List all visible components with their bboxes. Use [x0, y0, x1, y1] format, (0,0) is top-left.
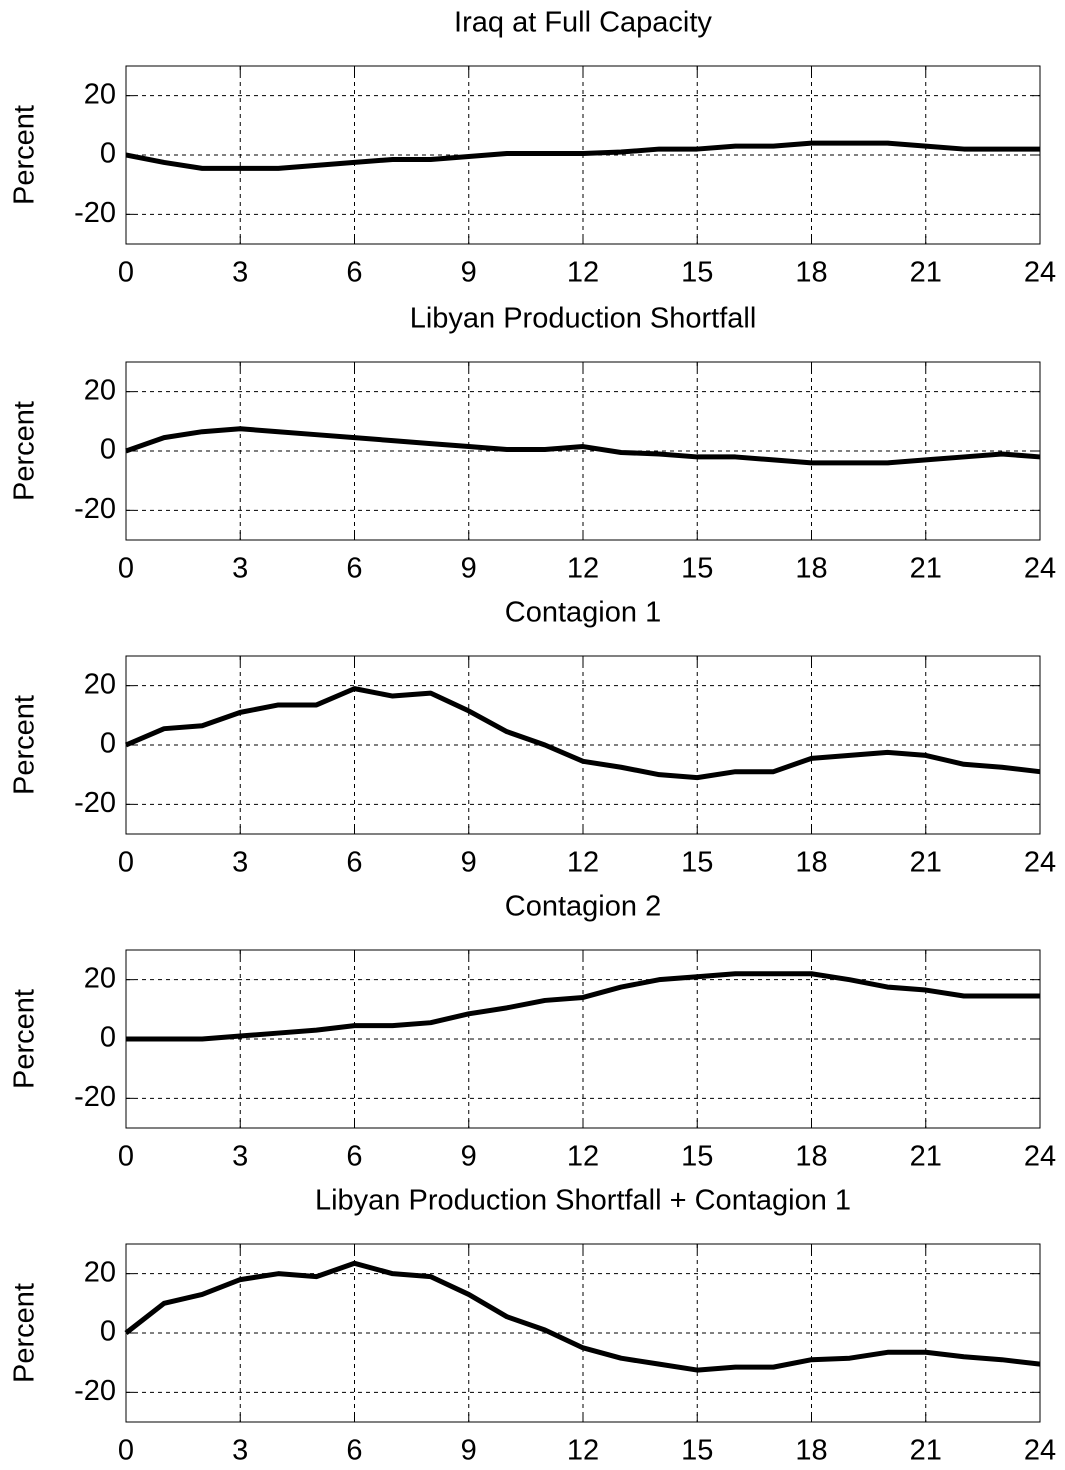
x-tick-label: 12: [567, 1435, 599, 1467]
x-tick-label: 6: [346, 1141, 362, 1173]
x-tick-label: 9: [461, 553, 477, 585]
x-tick-label: 15: [681, 1141, 713, 1173]
x-tick-label: 18: [795, 553, 827, 585]
x-tick-label: 3: [232, 847, 248, 879]
x-tick-label: 9: [461, 847, 477, 879]
x-tick-label: 6: [346, 1435, 362, 1467]
chart-title: Iraq at Full Capacity: [454, 7, 712, 39]
x-tick-label: 24: [1024, 257, 1056, 289]
y-axis-label: Percent: [9, 105, 41, 205]
x-tick-label: 12: [567, 257, 599, 289]
y-tick-label: -20: [74, 1081, 116, 1113]
x-tick-label: 21: [910, 1141, 942, 1173]
x-tick-label: 0: [118, 847, 134, 879]
x-tick-label: 12: [567, 553, 599, 585]
y-tick-label: -20: [74, 1375, 116, 1407]
x-tick-label: 9: [461, 1141, 477, 1173]
y-axis-label: Percent: [9, 989, 41, 1089]
data-line: [125, 686, 1041, 781]
x-tick-label: 12: [567, 1141, 599, 1173]
y-tick-label: -20: [74, 197, 116, 229]
x-tick-label: 24: [1024, 1435, 1056, 1467]
y-tick-label: 20: [84, 668, 116, 700]
y-tick-label: 20: [84, 374, 116, 406]
x-tick-label: 24: [1024, 847, 1056, 879]
x-tick-label: 3: [232, 1435, 248, 1467]
x-tick-label: 21: [910, 553, 942, 585]
chart-title: Libyan Production Shortfall + Contagion …: [315, 1185, 851, 1217]
x-tick-label: 18: [795, 1141, 827, 1173]
x-tick-label: 0: [118, 257, 134, 289]
x-tick-label: 0: [118, 1141, 134, 1173]
y-tick-label: 0: [100, 728, 116, 760]
x-tick-label: 21: [910, 847, 942, 879]
x-tick-label: 18: [795, 847, 827, 879]
x-tick-label: 15: [681, 847, 713, 879]
x-tick-label: 18: [795, 1435, 827, 1467]
x-tick-label: 15: [681, 257, 713, 289]
x-tick-label: 3: [232, 1141, 248, 1173]
y-tick-label: 0: [100, 138, 116, 170]
x-tick-label: 6: [346, 847, 362, 879]
x-tick-label: 9: [461, 257, 477, 289]
x-tick-label: 24: [1024, 1141, 1056, 1173]
x-tick-label: 3: [232, 257, 248, 289]
y-tick-label: -20: [74, 493, 116, 525]
y-tick-label: 20: [84, 962, 116, 994]
y-tick-label: -20: [74, 787, 116, 819]
x-tick-label: 15: [681, 553, 713, 585]
data-line: [125, 140, 1040, 171]
x-tick-label: 6: [346, 553, 362, 585]
y-axis-label: Percent: [9, 1283, 41, 1383]
x-tick-label: 12: [567, 847, 599, 879]
y-tick-label: 0: [100, 434, 116, 466]
chart-title: Libyan Production Shortfall: [410, 303, 757, 335]
x-tick-label: 15: [681, 1435, 713, 1467]
data-line: [125, 426, 1041, 466]
y-tick-label: 20: [84, 1256, 116, 1288]
x-tick-label: 9: [461, 1435, 477, 1467]
x-tick-label: 24: [1024, 553, 1056, 585]
x-tick-label: 0: [118, 553, 134, 585]
data-line: [126, 971, 1040, 1042]
y-tick-label: 0: [100, 1022, 116, 1054]
chart-title: Contagion 1: [505, 597, 661, 629]
x-tick-label: 18: [795, 257, 827, 289]
y-axis-label: Percent: [9, 401, 41, 501]
y-axis-label: Percent: [9, 695, 41, 795]
x-tick-label: 6: [346, 257, 362, 289]
chart-title: Contagion 2: [505, 891, 661, 923]
x-tick-label: 21: [910, 257, 942, 289]
data-line: [124, 1260, 1041, 1373]
x-tick-label: 21: [910, 1435, 942, 1467]
x-tick-label: 3: [232, 553, 248, 585]
x-tick-label: 0: [118, 1435, 134, 1467]
y-tick-label: 20: [84, 78, 116, 110]
y-tick-label: 0: [100, 1316, 116, 1348]
